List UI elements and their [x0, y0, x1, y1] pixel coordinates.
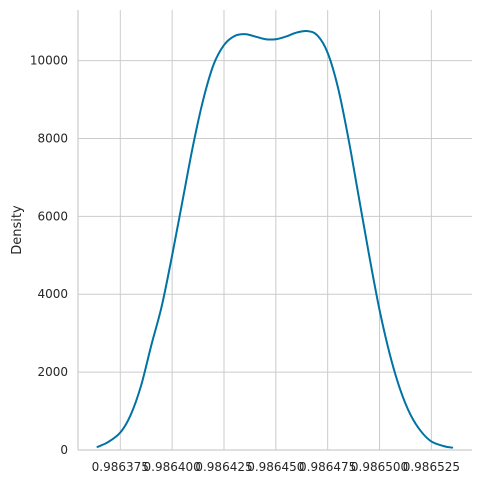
density-curve [96, 29, 454, 449]
y-tick-label: 2000 [37, 365, 68, 379]
y-tick-label: 10000 [30, 54, 68, 68]
x-tick-label: 0.986425 [195, 460, 252, 474]
x-tick-label: 0.986375 [92, 460, 149, 474]
x-tick-label: 0.986400 [144, 460, 201, 474]
x-tick-labels: 0.9863750.9864000.9864250.9864500.986475… [92, 460, 460, 474]
x-tick-label: 0.986475 [299, 460, 356, 474]
x-tick-label: 0.986500 [351, 460, 408, 474]
x-gridlines [119, 10, 432, 450]
x-tick-label: 0.986450 [247, 460, 304, 474]
y-tick-label: 0 [60, 443, 68, 457]
y-gridlines [78, 60, 472, 451]
y-tick-label: 8000 [37, 131, 68, 145]
x-tick-label: 0.986525 [403, 460, 460, 474]
y-tick-labels: 0 2000 4000 6000 8000 10000 [30, 54, 68, 457]
y-tick-label: 6000 [37, 209, 68, 223]
y-tick-label: 4000 [37, 287, 68, 301]
y-axis-label: Density [10, 205, 25, 255]
